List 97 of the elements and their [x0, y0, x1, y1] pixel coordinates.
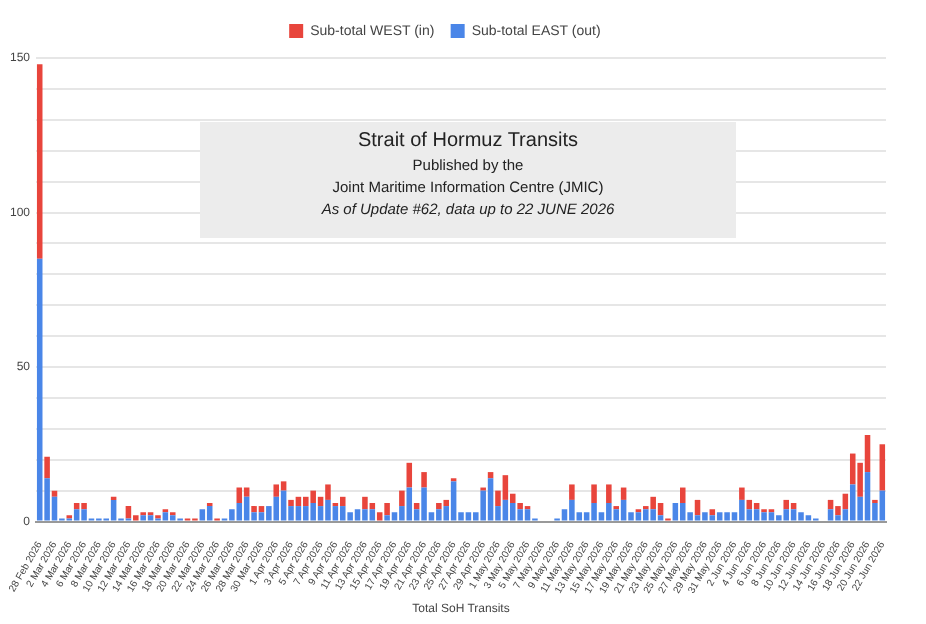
bar: [421, 487, 427, 521]
bar: [288, 499, 294, 507]
bar: [436, 509, 442, 521]
bar: [502, 475, 509, 500]
bar: [606, 502, 612, 521]
bar: [325, 484, 331, 500]
bar: [739, 499, 745, 521]
bar: [798, 512, 804, 521]
bar: [517, 502, 523, 510]
bar: [835, 515, 841, 521]
bar: [509, 502, 516, 521]
bar: [236, 502, 243, 521]
bar: [44, 456, 50, 479]
bar: [827, 509, 834, 521]
bar: [694, 515, 701, 521]
bar: [753, 509, 760, 521]
bar: [295, 506, 302, 521]
bar: [768, 512, 775, 521]
bar: [879, 444, 886, 491]
bar: [591, 502, 597, 521]
bar: [569, 499, 575, 521]
bar: [443, 499, 449, 507]
bar: [303, 506, 309, 521]
bar: [347, 512, 353, 521]
bar: [783, 499, 789, 510]
bar: [258, 512, 265, 521]
bar: [362, 509, 368, 521]
bar: [199, 509, 206, 521]
bar: [110, 499, 117, 521]
bar: [169, 515, 176, 521]
bar: [739, 487, 745, 500]
bar: [502, 499, 509, 521]
bar: [384, 515, 390, 521]
bar: [709, 515, 716, 521]
bar: [140, 515, 146, 521]
bar: [162, 512, 169, 521]
bar: [36, 258, 43, 521]
bar: [251, 506, 257, 513]
bar: [591, 484, 597, 503]
bar: [406, 462, 413, 488]
bar: [332, 506, 339, 521]
bar: [81, 502, 87, 510]
bar: [643, 509, 649, 521]
bar: [81, 509, 87, 521]
bar: [524, 509, 531, 521]
bar: [450, 481, 457, 521]
bar: [746, 499, 753, 510]
bar: [672, 502, 679, 521]
bar: [790, 509, 797, 521]
bar: [362, 496, 368, 510]
bar: [273, 496, 279, 521]
bar: [487, 478, 494, 521]
bar: [679, 487, 686, 503]
bar: [325, 499, 331, 521]
bar: [761, 512, 767, 521]
bar: [280, 490, 287, 521]
bar: [73, 509, 80, 521]
bar: [879, 490, 886, 521]
bar: [406, 487, 413, 521]
bar: [849, 484, 856, 521]
bar: [354, 509, 361, 521]
bar: [650, 509, 656, 521]
bar: [280, 481, 287, 491]
bar: [679, 502, 686, 521]
bar: [569, 484, 575, 500]
bar: [317, 506, 324, 521]
bar: [724, 512, 730, 521]
bar: [517, 509, 523, 521]
bar: [310, 502, 316, 521]
bar: [776, 515, 782, 521]
bar: [620, 499, 627, 521]
bar: [303, 496, 309, 507]
bar: [650, 496, 656, 510]
bar: [657, 515, 664, 521]
bar: [436, 502, 442, 510]
bar: [783, 509, 789, 521]
bar: [702, 512, 708, 521]
bar: [339, 496, 346, 507]
bar: [421, 472, 427, 488]
bar: [310, 490, 316, 503]
bar: [229, 509, 235, 521]
bar: [465, 512, 472, 521]
bar: [339, 506, 346, 521]
bar: [273, 484, 279, 497]
bar: [399, 490, 405, 507]
bar: [635, 512, 642, 521]
bar: [391, 512, 398, 521]
bar: [369, 509, 376, 521]
bar: [36, 64, 43, 259]
bar: [384, 502, 390, 516]
bar: [805, 515, 812, 521]
bar: [606, 484, 612, 503]
bar: [864, 472, 871, 521]
bar: [716, 512, 723, 521]
bar: [243, 496, 250, 521]
bar: [206, 506, 213, 521]
bar: [147, 515, 154, 521]
